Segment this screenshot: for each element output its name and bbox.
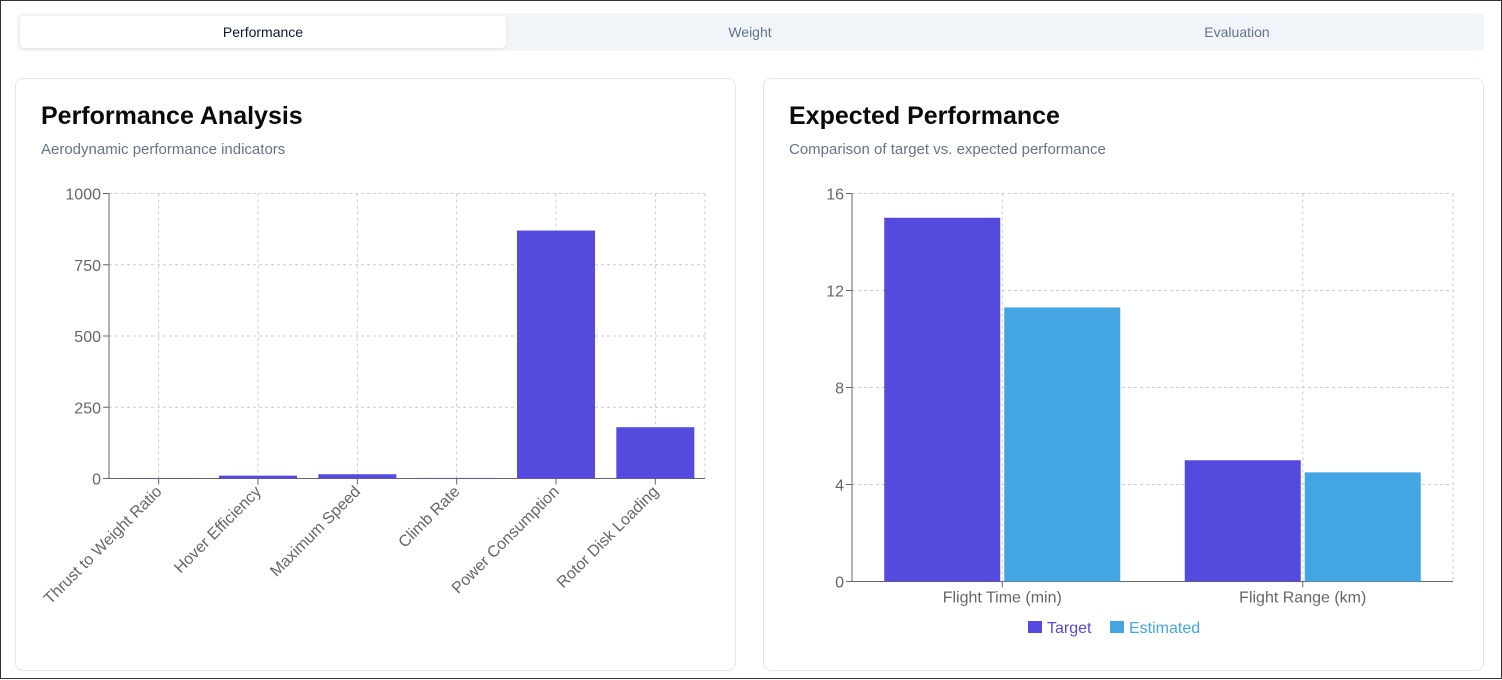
expected-bar-target [1185,460,1301,581]
performance-chart-y-tick-label: 500 [74,329,101,346]
performance-bar [517,231,595,479]
performance-chart-x-tick-label: Maximum Speed [267,483,364,580]
performance-chart-y-tick-label: 250 [74,400,101,417]
performance-chart-x-tick-label: Thrust to Weight Ratio [41,483,165,607]
expected-chart-y-tick-label: 8 [835,381,844,398]
legend-swatch-target [1028,621,1042,633]
expected-chart-y-tick-label: 16 [826,187,844,204]
legend-swatch-estimated [1110,621,1124,633]
legend-label-estimated: Estimated [1129,620,1200,637]
performance-chart-x-tick-label: Climb Rate [396,483,464,551]
legend-label-target: Target [1047,620,1092,637]
expected-chart-y-tick-label: 0 [835,575,844,592]
performance-bar [318,474,396,478]
expected-bar-estimated [1305,472,1421,581]
expected-chart-x-tick-label: Flight Time (min) [943,590,1062,607]
expected-bar-estimated [1004,307,1120,581]
expected-chart-x-tick-label: Flight Range (km) [1239,590,1366,607]
performance-bar [616,427,694,478]
performance-chart-y-tick-label: 1000 [65,187,101,204]
performance-chart-x-tick-label: Hover Efficiency [171,483,265,577]
expected-bar-target [884,218,1000,582]
expected-chart-y-tick-label: 12 [826,284,844,301]
performance-bar [219,476,297,479]
performance-bar [418,478,496,479]
performance-chart-x-tick-label: Power Consumption [449,483,563,597]
performance-chart-x-tick-label: Rotor Disk Loading [554,483,662,591]
performance-chart-y-tick-label: 750 [74,258,101,275]
performance-chart-y-tick-label: 0 [92,472,101,489]
expected-chart-y-tick-label: 4 [835,478,844,495]
